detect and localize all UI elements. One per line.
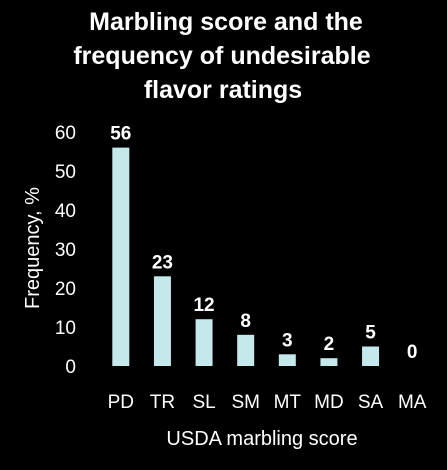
x-tick-label: MA bbox=[398, 392, 427, 413]
bar bbox=[278, 354, 296, 366]
x-tick-label: SM bbox=[231, 392, 260, 413]
y-tick-label: 10 bbox=[55, 318, 76, 339]
bar bbox=[362, 346, 380, 366]
y-tick-label: 60 bbox=[55, 123, 76, 144]
data-label: 5 bbox=[365, 323, 376, 344]
chart-title: Marbling score and the frequency of unde… bbox=[73, 8, 370, 104]
data-label: 2 bbox=[324, 334, 335, 355]
chart-title-line-3: flavor ratings bbox=[144, 76, 302, 104]
bar bbox=[153, 276, 171, 366]
x-tick-label: MT bbox=[274, 392, 302, 413]
x-tick-label: SL bbox=[192, 392, 215, 413]
bars bbox=[112, 147, 380, 366]
chart-title-line-1: Marbling score and the bbox=[89, 8, 363, 36]
data-label: 3 bbox=[282, 330, 293, 351]
data-label: 56 bbox=[110, 124, 131, 145]
y-tick-label: 30 bbox=[55, 240, 76, 261]
bar bbox=[320, 358, 338, 366]
x-tick-label: PD bbox=[108, 392, 134, 413]
bar bbox=[195, 319, 213, 366]
data-labels: 56 23 12 8 3 2 5 0 bbox=[110, 124, 417, 363]
bar bbox=[112, 147, 130, 366]
x-axis-ticks: PD TR SL SM MT MD SA MA bbox=[108, 392, 427, 413]
y-tick-label: 50 bbox=[55, 162, 76, 183]
y-tick-label: 20 bbox=[55, 279, 76, 300]
data-label: 23 bbox=[152, 252, 173, 273]
data-label: 0 bbox=[407, 342, 418, 363]
data-label: 8 bbox=[240, 311, 251, 332]
y-tick-label: 40 bbox=[55, 201, 76, 222]
y-axis-title: Frequency, % bbox=[22, 187, 44, 309]
bar bbox=[237, 334, 255, 366]
x-axis-title: USDA marbling score bbox=[166, 428, 357, 450]
x-tick-label: SA bbox=[358, 392, 384, 413]
y-axis-ticks: 0 10 20 30 40 50 60 bbox=[55, 123, 76, 378]
x-tick-label: MD bbox=[314, 392, 344, 413]
chart-title-line-2: frequency of undesirable bbox=[73, 42, 370, 70]
x-tick-label: TR bbox=[150, 392, 175, 413]
data-label: 12 bbox=[193, 295, 214, 316]
y-tick-label: 0 bbox=[65, 357, 76, 378]
